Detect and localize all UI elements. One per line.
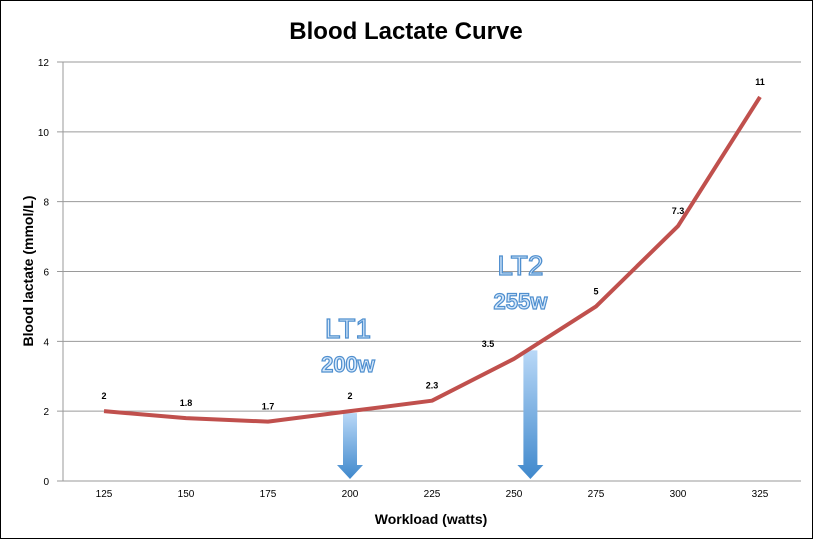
down-arrow-icon — [517, 350, 544, 479]
series-line — [103, 95, 762, 424]
x-tick-label: 300 — [670, 489, 687, 500]
data-label: 7.3 — [672, 206, 685, 216]
x-tick-label: 200 — [342, 489, 359, 500]
threshold-arrows — [337, 350, 544, 479]
x-tick-label: 150 — [178, 489, 195, 500]
x-tick-label: 225 — [424, 489, 441, 500]
threshold-value: 255w — [493, 289, 548, 314]
threshold-labels: LT1 200w LT2 255w — [320, 249, 548, 377]
down-arrow-icon — [337, 413, 363, 479]
y-tick-label: 10 — [38, 128, 50, 139]
data-label: 2.3 — [426, 381, 439, 391]
y-axis-label: Blood lactate (mmol/L) — [20, 196, 36, 347]
data-label: 1.7 — [262, 402, 275, 412]
x-tick-label: 250 — [506, 489, 523, 500]
data-label: 5 — [593, 286, 598, 296]
data-label: 2 — [347, 391, 352, 401]
y-tick-label: 8 — [43, 198, 49, 209]
data-label: 3.5 — [482, 339, 495, 349]
y-tick-label: 12 — [38, 58, 50, 69]
x-axis-ticks: 125 150 175 200 225 250 275 300 325 — [96, 489, 769, 500]
y-tick-label: 6 — [43, 268, 49, 279]
gridlines — [57, 61, 801, 482]
data-label: 1.8 — [180, 398, 193, 408]
x-axis-label: Workload (watts) — [375, 511, 488, 527]
x-tick-label: 275 — [588, 489, 605, 500]
x-tick-label: 175 — [260, 489, 277, 500]
threshold-label: LT2 — [497, 250, 543, 281]
chart-title: Blood Lactate Curve — [289, 18, 522, 45]
threshold-label: LT1 — [325, 313, 371, 344]
x-tick-label: 325 — [752, 489, 769, 500]
threshold-value: 200w — [321, 352, 376, 377]
y-tick-label: 4 — [43, 337, 49, 348]
y-tick-label: 2 — [43, 407, 49, 418]
data-label: 2 — [101, 391, 106, 401]
x-tick-label: 125 — [96, 489, 113, 500]
data-labels: 2 1.8 1.7 2 2.3 3.5 5 7.3 11 — [101, 77, 764, 412]
data-label: 11 — [755, 77, 765, 87]
y-tick-label: 0 — [43, 477, 49, 488]
y-axis-ticks: 0 2 4 6 8 10 12 — [38, 58, 50, 488]
